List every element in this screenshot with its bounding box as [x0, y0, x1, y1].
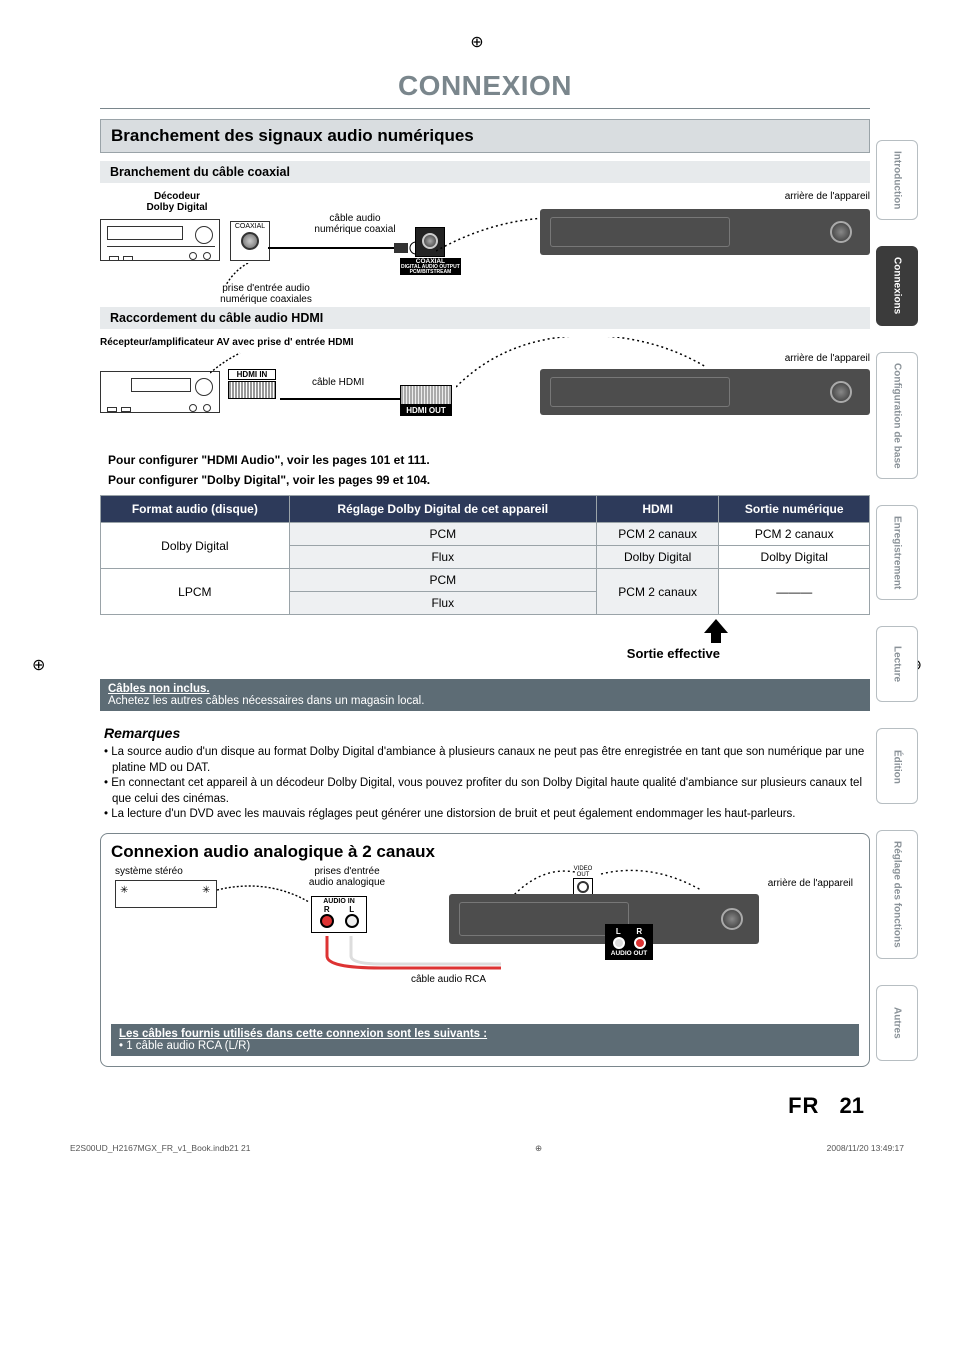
stereo-label: système stéréo	[115, 866, 183, 877]
cables-not-included-box: Câbles non inclus. Achetez les autres câ…	[100, 679, 870, 711]
config-note-hdmi: Pour configurer "HDMI Audio", voir les p…	[108, 453, 870, 467]
supplied-cables-box: Les câbles fournis utilisés dans cette c…	[111, 1024, 859, 1056]
section-digital-audio-header: Branchement des signaux audio numériques	[100, 119, 870, 153]
page-num-value: 21	[840, 1093, 864, 1118]
footer-left: E2S00UD_H2167MGX_FR_v1_Book.indb21 21	[70, 1143, 251, 1154]
input-jack-label: prise d'entrée audio numérique coaxiales	[196, 283, 336, 305]
rear-label-3: arrière de l'appareil	[743, 878, 853, 889]
tab-introduction[interactable]: Introduction	[876, 140, 918, 220]
supplied-cables-title: Les câbles fournis utilisés dans cette c…	[119, 1028, 851, 1040]
arrow-caption: Sortie effective	[100, 646, 810, 661]
footer-center-mark: ⊕	[535, 1143, 542, 1154]
decoder-label: Décodeur Dolby Digital	[132, 191, 222, 213]
tab-edition[interactable]: Édition	[876, 728, 918, 804]
tab-autres[interactable]: Autres	[876, 985, 918, 1061]
diagram-hdmi: Récepteur/amplificateur AV avec prise d'…	[100, 337, 870, 447]
rear-panel-3	[449, 894, 759, 944]
config-note-dolby: Pour configurer "Dolby Digital", voir le…	[108, 473, 870, 487]
th-digital: Sortie numérique	[719, 496, 870, 523]
coaxial-port: COAXIAL	[230, 221, 270, 261]
receiver-label: Récepteur/amplificateur AV avec prise d'…	[100, 337, 420, 348]
remarks-section: Remarques • La source audio d'un disque …	[104, 725, 866, 823]
subheader-hdmi: Raccordement du câble audio HDMI	[100, 307, 870, 329]
audio-in-port: AUDIO IN RL	[311, 896, 367, 933]
cables-not-included-title: Câbles non inclus.	[108, 683, 862, 695]
crop-mark-top: ⊕	[470, 32, 483, 52]
subheader-coaxial: Branchement du câble coaxial	[100, 161, 870, 183]
page-title: CONNEXION	[100, 70, 870, 102]
th-hdmi: HDMI	[596, 496, 719, 523]
section-analog-2ch: Connexion audio analogique à 2 canaux sy…	[100, 833, 870, 1067]
crop-mark-left: ⊕	[32, 655, 45, 675]
section-digital-audio-title: Branchement des signaux audio numériques	[111, 126, 859, 146]
th-format: Format audio (disque)	[101, 496, 290, 523]
print-footer: E2S00UD_H2167MGX_FR_v1_Book.indb21 21 ⊕ …	[70, 1143, 904, 1154]
diagram-analog: système stéréo ✳ ✳ prises d'entrée audio…	[111, 866, 859, 996]
stereo-device: ✳ ✳	[115, 880, 217, 908]
table-row: LPCM PCM PCM 2 canaux ———	[101, 569, 870, 592]
hdmi-in-port: HDMI IN	[228, 369, 286, 399]
tab-lecture[interactable]: Lecture	[876, 626, 918, 702]
remark-item: • La source audio d'un disque au format …	[104, 745, 866, 776]
side-nav: Introduction Connexions Configuration de…	[876, 140, 918, 1061]
receiver-device	[100, 371, 220, 413]
hdmi-out-port: HDMI OUT	[400, 385, 452, 416]
tab-reglage[interactable]: Réglage des fonctions	[876, 830, 918, 959]
rear-label-1: arrière de l'appareil	[760, 191, 870, 202]
cable-coax-label: câble audio numérique coaxial	[310, 213, 400, 235]
arrow-up	[100, 619, 870, 646]
remark-item: • La lecture d'un DVD avec les mauvais r…	[104, 807, 866, 823]
tab-enregistrement[interactable]: Enregistrement	[876, 505, 918, 600]
audio-output-table: Format audio (disque) Réglage Dolby Digi…	[100, 495, 870, 615]
audio-out-port: LR AUDIO OUT	[605, 924, 653, 960]
remarks-title: Remarques	[104, 725, 866, 741]
decoder-device	[100, 219, 220, 261]
rca-cable-label: câble audio RCA	[411, 974, 486, 985]
remark-item: • En connectant cet appareil à un décode…	[104, 776, 866, 807]
tab-connexions[interactable]: Connexions	[876, 246, 918, 325]
title-rule	[100, 108, 870, 109]
rear-panel-2	[540, 369, 870, 415]
page-content: CONNEXION Branchement des signaux audio …	[100, 70, 870, 1119]
rear-label-2: arrière de l'appareil	[760, 353, 870, 364]
supplied-cables-item: • 1 câble audio RCA (L/R)	[119, 1040, 851, 1052]
hdmi-cable-label: câble HDMI	[312, 377, 364, 388]
page-number: FR 21	[100, 1093, 870, 1119]
page-lang: FR	[788, 1093, 819, 1118]
tab-configuration[interactable]: Configuration de base	[876, 352, 918, 480]
section-analog-title: Connexion audio analogique à 2 canaux	[111, 842, 859, 862]
diagram-coaxial: Décodeur Dolby Digital COAXIAL prise d'e…	[100, 191, 870, 301]
cables-not-included-text: Achetez les autres câbles nécessaires da…	[108, 695, 862, 707]
footer-right: 2008/11/20 13:49:17	[827, 1143, 904, 1154]
th-setting: Réglage Dolby Digital de cet appareil	[289, 496, 596, 523]
dotted-lead-3	[217, 884, 313, 914]
table-row: Dolby Digital PCM PCM 2 canaux PCM 2 can…	[101, 523, 870, 546]
rear-panel-1	[540, 209, 870, 255]
